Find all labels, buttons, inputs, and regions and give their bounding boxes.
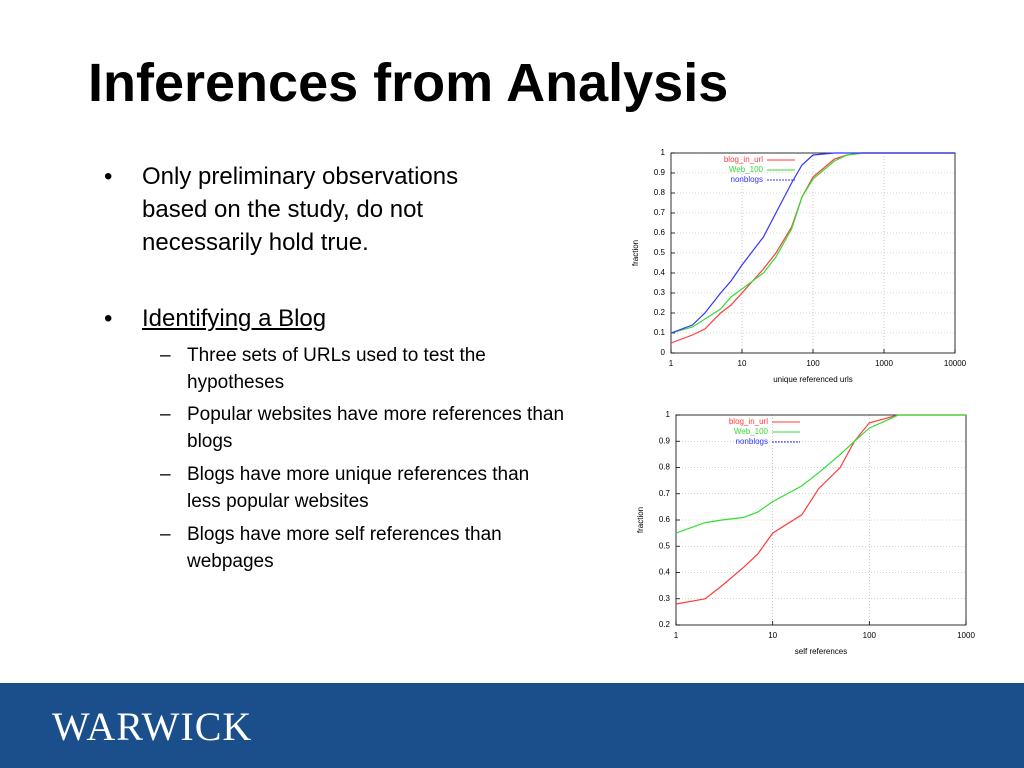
- legend-label: Web_100: [729, 165, 764, 174]
- y-tick-label: 0: [661, 348, 666, 357]
- legend-label: nonblogs: [731, 175, 763, 184]
- y-axis-label: fraction: [631, 240, 640, 266]
- bullet: • Identifying a Blog: [104, 302, 504, 335]
- bullet-text: Only preliminary observations based on t…: [142, 163, 459, 256]
- plot-frame: [670, 152, 956, 354]
- sub-bullet: – Blogs have more unique references than …: [160, 461, 590, 515]
- sub-bullet-text: Popular websites have more references th…: [187, 404, 565, 452]
- footer: WARWICK: [0, 683, 1024, 768]
- bullet-text: Identifying a Blog: [142, 305, 327, 332]
- y-tick-label: 0.5: [654, 248, 666, 257]
- y-tick-label: 1: [661, 148, 666, 157]
- x-tick-label: 100: [806, 359, 820, 368]
- y-tick-label: 0.7: [659, 489, 671, 498]
- slide-title: Inferences from Analysis: [88, 53, 729, 113]
- y-axis-label: fraction: [636, 507, 645, 533]
- y-tick-label: 0.9: [654, 168, 666, 177]
- data-line: [670, 152, 955, 334]
- x-tick-label: 1: [674, 631, 679, 640]
- sub-bullet-text: Three sets of URLs used to test the hypo…: [187, 345, 486, 393]
- y-tick-label: 0.1: [654, 328, 666, 337]
- data-line: [670, 152, 955, 344]
- y-tick-label: 0.3: [654, 288, 666, 297]
- legend-label: Web_100: [734, 427, 769, 436]
- sub-bullet-text: Blogs have more self references than web…: [187, 524, 502, 572]
- x-tick-label: 10000: [944, 359, 967, 368]
- plot-frame: [675, 414, 967, 626]
- bullet-marker: –: [160, 464, 171, 485]
- y-tick-label: 0.2: [659, 620, 671, 629]
- bullet-marker: –: [160, 524, 171, 545]
- y-tick-label: 0.9: [659, 436, 671, 445]
- y-tick-label: 0.4: [654, 268, 666, 277]
- x-tick-label: 10: [738, 359, 747, 368]
- bullet: • Only preliminary observations based on…: [104, 160, 504, 259]
- legend-label: nonblogs: [736, 437, 768, 446]
- y-tick-label: 0.5: [659, 541, 671, 550]
- sub-bullet: – Blogs have more self references than we…: [160, 521, 590, 575]
- x-tick-label: 1: [669, 359, 674, 368]
- y-tick-label: 0.6: [654, 228, 666, 237]
- bullet-marker: •: [104, 163, 113, 190]
- bullet-marker: –: [160, 404, 171, 425]
- sub-bullet-text: Blogs have more unique references than l…: [187, 464, 530, 512]
- y-tick-label: 0.8: [659, 463, 671, 472]
- x-tick-label: 10: [768, 631, 777, 640]
- y-tick-label: 0.3: [659, 594, 671, 603]
- y-tick-label: 0.7: [654, 208, 666, 217]
- sub-bullet: – Popular websites have more references t…: [160, 401, 590, 455]
- x-tick-label: 1000: [875, 359, 893, 368]
- legend-label: blog_in_url: [729, 417, 768, 426]
- legend-label: blog_in_url: [724, 155, 763, 164]
- data-line: [675, 414, 966, 534]
- logo: WARWICK: [52, 704, 253, 749]
- y-tick-label: 0.6: [659, 515, 671, 524]
- x-axis-label: self references: [795, 647, 847, 656]
- chart: 0.2 0.3 0.4 0.5 0.6 0.7 0.8 0.9 1 1 10 100 1000 self …: [636, 410, 975, 656]
- data-line: [675, 414, 966, 605]
- data-line: [670, 152, 955, 334]
- y-tick-label: 0.4: [659, 568, 671, 577]
- y-tick-label: 0.8: [654, 188, 666, 197]
- bullet-marker: –: [160, 345, 171, 366]
- y-tick-label: 0.2: [654, 308, 666, 317]
- x-axis-label: unique referenced urls: [773, 375, 853, 384]
- sub-bullet: – Three sets of URLs used to test the hyp…: [160, 342, 590, 396]
- x-tick-label: 100: [863, 631, 877, 640]
- bullet-marker: •: [104, 305, 113, 332]
- x-tick-label: 1000: [957, 631, 975, 640]
- chart: 0 0.1 0.2 0.3 0.4 0.5 0.6 0.7 0.8 0.9 1 1 10 100 1000 1…: [631, 148, 967, 384]
- y-tick-label: 1: [666, 410, 671, 419]
